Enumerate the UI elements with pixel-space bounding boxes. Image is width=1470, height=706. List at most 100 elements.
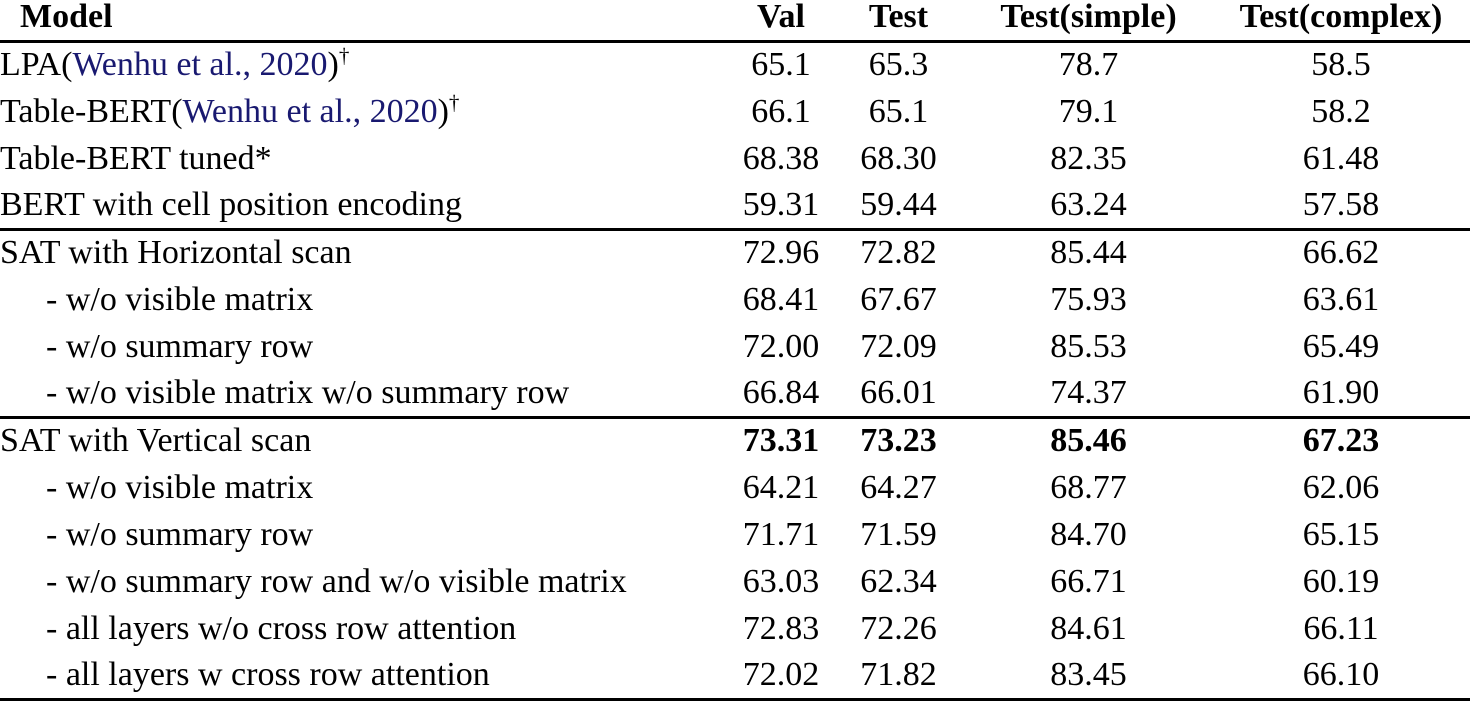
metric-value-cell: 62.06 [1302,468,1380,506]
metric-value-cell: 66.1 [751,92,811,130]
metric-value-cell: 72.02 [730,652,832,701]
model-name-text: - all layers w/o cross row attention [46,609,517,647]
metric-value-cell: 71.71 [742,515,820,553]
model-name-cell: - w/o visible matrix [0,464,730,511]
metric-value-cell: 72.26 [860,609,937,647]
column-header-test: Test [832,0,965,43]
citation-link[interactable]: Wenhu et al., 2020 [182,92,438,130]
metric-value-cell: 63.03 [742,562,820,600]
metric-value-cell: 66.71 [1050,562,1127,600]
metric-value-cell: 63.24 [1050,185,1127,223]
table-row: - w/o summary row 71.71 71.59 84.70 65.15 [0,511,1470,558]
metric-value-cell: 66.01 [860,373,937,411]
model-name-text: - w/o summary row [46,515,314,553]
model-name-text: - w/o visible matrix w/o summary row [46,373,570,411]
metric-value-cell: 85.46 [965,415,1212,464]
table-header: Model Val Test Test(simple) Test(complex… [0,0,1470,43]
metric-value-cell: 67.67 [860,280,937,318]
model-name-cell: - w/o summary row [0,323,730,370]
metric-value-cell: 68.77 [1050,468,1127,506]
model-name-text: SAT with Vertical scan [0,422,312,460]
model-name-cell: BERT with cell position encoding [0,182,730,229]
table-row: SAT with Horizontal scan 72.96 72.82 85.44 6… [0,227,1470,276]
metric-value-cell: 61.90 [1302,373,1380,411]
model-name-cell: - w/o visible matrix w/o summary row [0,370,730,417]
table-row: SAT with Vertical scan 73.31 73.23 85.46 67.… [0,415,1470,464]
metric-value-cell: 73.31 [730,415,832,464]
table-row: - w/o visible matrix 68.41 67.67 75.93 63.61 [0,276,1470,323]
metric-value-cell: 72.83 [742,609,820,647]
metric-value-cell: 72.09 [860,327,937,365]
model-name-text: LPA( [0,46,73,84]
metric-value-cell: 66.62 [1212,227,1470,276]
column-header-val: Val [730,0,832,43]
metric-value-cell: 78.7 [1058,46,1119,84]
model-name-text: - w/o visible matrix [46,280,314,318]
model-name-text: BERT with cell position encoding [0,185,462,223]
model-name-text: Table-BERT( [0,92,183,130]
model-name-text: - all layers w cross row attention [46,655,490,693]
metric-value-cell: 65.15 [1302,515,1380,553]
table-body: LPA(Wenhu et al., 2020)† 65.1 65.3 78.7 58.5… [0,41,1470,701]
metric-value-cell: 84.61 [1050,609,1127,647]
model-name-cell: Table-BERT(Wenhu et al., 2020)† [0,88,730,135]
column-header-test-simple: Test(simple) [965,0,1212,43]
table-row: Table-BERT tuned* 68.38 68.30 82.35 61.48 [0,135,1470,182]
metric-value-cell: 71.59 [860,515,937,553]
metric-value-cell: 66.11 [1303,609,1379,647]
metric-value-cell: 72.00 [742,327,820,365]
header-row: Model Val Test Test(simple) Test(complex… [0,0,1470,43]
metric-value-cell: 65.1 [751,46,811,84]
metric-value-cell: 65.3 [868,46,929,84]
citation-link[interactable]: Wenhu et al., 2020 [72,46,328,84]
table-row: - w/o summary row and w/o visible matrix… [0,558,1470,605]
model-name-cell: SAT with Horizontal scan [0,227,730,276]
model-name-text: - w/o visible matrix [46,468,314,506]
column-header-model: Model [0,0,730,43]
metric-value-cell: 75.93 [1050,280,1127,318]
model-name-cell: - all layers w/o cross row attention [0,605,730,652]
metric-value-cell: 59.31 [742,185,820,223]
metric-value-cell: 65.49 [1302,327,1380,365]
metric-value-cell: 66.84 [742,373,820,411]
metric-value-cell: 63.61 [1302,280,1380,318]
metric-value-cell: 68.38 [742,139,820,177]
model-name-cell: - w/o summary row and w/o visible matrix [0,558,730,605]
metric-value-cell: 61.48 [1302,139,1380,177]
dagger-marker: † [448,90,460,115]
metric-value-cell: 64.21 [742,468,820,506]
metric-value-cell: 85.53 [1050,327,1127,365]
metric-value-cell: 68.41 [742,280,820,318]
metric-value-cell: 83.45 [965,652,1212,701]
table-row: - w/o visible matrix 64.21 64.27 68.77 62.06 [0,464,1470,511]
model-name-text: Table-BERT tuned* [0,139,272,177]
model-name-cell: LPA(Wenhu et al., 2020)† [0,41,730,88]
metric-value-cell: 58.2 [1311,92,1371,130]
metric-value-cell: 66.10 [1212,652,1470,701]
metric-value-cell: 72.82 [832,227,965,276]
metric-value-cell: 65.1 [868,92,929,130]
metric-value-cell: 74.37 [1050,373,1127,411]
metric-value-cell: 68.30 [860,139,937,177]
table-row: - all layers w/o cross row attention 72.8… [0,605,1470,652]
model-name-cell: Table-BERT tuned* [0,135,730,182]
model-name-text: ) [437,92,449,130]
table-row: BERT with cell position encoding 59.31 59.… [0,182,1470,229]
table-row: LPA(Wenhu et al., 2020)† 65.1 65.3 78.7 58.5 [0,41,1470,88]
metric-value-cell: 73.23 [832,415,965,464]
model-name-text: - w/o summary row and w/o visible matrix [46,562,627,600]
model-name-cell: - w/o visible matrix [0,276,730,323]
table-row: - all layers w cross row attention 72.02 7… [0,652,1470,701]
metric-value-cell: 79.1 [1058,92,1119,130]
metric-value-cell: 64.27 [860,468,937,506]
table-row: - w/o visible matrix w/o summary row 66.8… [0,370,1470,417]
metric-value-cell: 57.58 [1302,185,1380,223]
metric-value-cell: 71.82 [832,652,965,701]
metric-value-cell: 58.5 [1311,46,1371,84]
metric-value-cell: 67.23 [1212,415,1470,464]
metric-value-cell: 84.70 [1050,515,1127,553]
model-name-cell: SAT with Vertical scan [0,415,730,464]
metric-value-cell: 60.19 [1302,562,1380,600]
column-header-test-complex: Test(complex) [1212,0,1470,43]
